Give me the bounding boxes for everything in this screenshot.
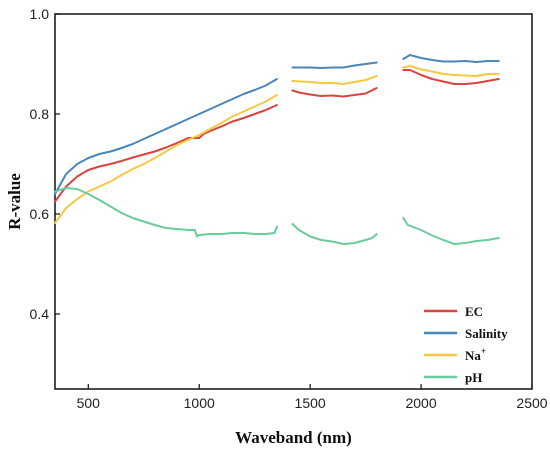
x-tick-label: 500	[77, 395, 101, 411]
series-line-na-segment-1	[54, 94, 278, 224]
series-line-na-segment-3	[402, 65, 500, 77]
x-tick-label: 2000	[405, 395, 436, 411]
y-tick-label: 0.8	[30, 106, 50, 122]
series-line-ec-segment-3	[402, 69, 500, 85]
plot-area: 500 1000 1500 2000 2500 0.4 0.6 0.8 1.0	[30, 6, 548, 411]
series-line-ph-segment-1	[54, 187, 278, 238]
legend-label-ec: EC	[465, 304, 483, 319]
y-tick-label: 0.6	[30, 206, 50, 222]
series-line-ph-segment-2	[291, 223, 378, 245]
y-tick-label: 1.0	[30, 6, 50, 22]
legend-label-ph: pH	[465, 370, 482, 385]
x-tick-label: 2500	[516, 395, 547, 411]
series-line-ec-segment-2	[291, 87, 378, 98]
series-layer	[54, 54, 500, 245]
legend-label-superscript: +	[481, 346, 486, 356]
series-line-na-segment-2	[291, 75, 378, 85]
y-tick-label: 0.4	[30, 306, 50, 322]
y-axis-title: R-value	[5, 173, 24, 230]
legend: EC Salinity Na+ pH	[424, 304, 508, 385]
series-line-salinity-segment-3	[402, 54, 500, 63]
x-tick-label: 1000	[184, 395, 215, 411]
x-axis: 500 1000 1500 2000 2500	[77, 384, 548, 411]
legend-label-text: Salinity	[465, 326, 508, 341]
legend-label-text: EC	[465, 304, 483, 319]
legend-label-text: Na	[465, 348, 481, 363]
legend-label-na: Na+	[465, 346, 486, 363]
y-axis: 0.4 0.6 0.8 1.0	[30, 6, 60, 322]
x-axis-title: Waveband (nm)	[235, 428, 352, 447]
x-tick-label: 1500	[295, 395, 326, 411]
series-line-salinity-segment-2	[291, 61, 378, 69]
legend-label-text: pH	[465, 370, 482, 385]
series-line-salinity-segment-1	[54, 78, 278, 195]
series-line-ec-segment-1	[54, 104, 278, 203]
plot-frame	[54, 13, 533, 390]
series-line-ph-segment-3	[402, 217, 500, 245]
legend-label-salinity: Salinity	[465, 326, 508, 341]
